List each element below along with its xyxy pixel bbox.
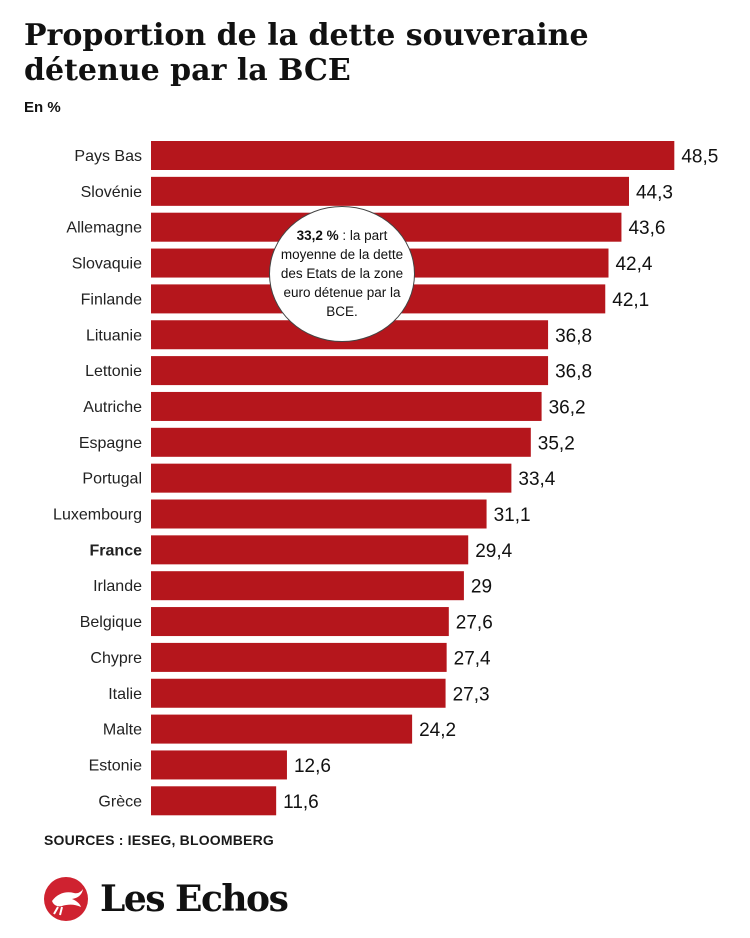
category-label: Portugal — [82, 471, 142, 488]
bar — [151, 427, 531, 457]
bird-icon — [44, 877, 88, 921]
bar — [151, 786, 277, 816]
brand-name: Les Echos — [100, 878, 289, 920]
category-label: Grèce — [98, 793, 142, 810]
bar-chart: Pays Bas 48,5 Slovénie 44,3 Allemagne 43,6 Slo… — [53, 141, 718, 816]
chart-unit: En % — [24, 99, 61, 116]
average-value: 33,2 % — [296, 227, 339, 243]
les-echos-logo: Les Echos — [44, 877, 289, 921]
value-label: 12,6 — [294, 756, 331, 777]
value-label: 36,8 — [555, 326, 592, 347]
category-label: Slovénie — [81, 184, 142, 201]
category-label: Italie — [108, 686, 142, 703]
bar — [151, 714, 413, 744]
value-label: 27,6 — [456, 613, 493, 634]
category-label: Finlande — [81, 291, 142, 308]
category-label: France — [90, 542, 143, 559]
value-label: 11,6 — [283, 792, 319, 813]
category-label: Luxembourg — [53, 507, 142, 524]
category-label: Estonie — [89, 757, 142, 774]
value-label: 29 — [471, 577, 492, 598]
bar — [151, 750, 287, 780]
category-label: Belgique — [80, 614, 142, 631]
category-label: Malte — [103, 722, 142, 739]
value-label: 36,2 — [549, 397, 586, 418]
bar — [151, 571, 464, 601]
category-label: Chypre — [90, 650, 142, 667]
bar — [151, 391, 542, 421]
category-label: Slovaquie — [72, 256, 142, 273]
category-label: Allemagne — [66, 220, 142, 237]
value-label: 33,4 — [518, 469, 555, 490]
bar — [151, 607, 449, 637]
category-label: Irlande — [93, 578, 142, 595]
bar — [151, 535, 469, 565]
bar — [151, 499, 487, 529]
value-label: 29,4 — [475, 541, 512, 562]
bar — [151, 356, 549, 386]
value-label: 44,3 — [636, 182, 673, 203]
bar — [151, 642, 447, 672]
average-callout: 33,2 % : la part moyenne de la dette des… — [269, 206, 415, 342]
value-label: 27,4 — [454, 648, 491, 669]
value-label: 31,1 — [494, 505, 531, 526]
value-label: 36,8 — [555, 362, 592, 383]
category-label: Espagne — [79, 435, 142, 452]
chart-title: Proportion de la dette souveraine détenu… — [24, 18, 589, 88]
category-label: Autriche — [83, 399, 142, 416]
category-label: Lituanie — [86, 327, 142, 344]
value-label: 35,2 — [538, 433, 575, 454]
bar — [151, 463, 512, 493]
value-label: 42,4 — [615, 254, 652, 275]
value-label: 42,1 — [612, 290, 649, 311]
category-label: Pays Bas — [74, 148, 142, 165]
bar — [151, 678, 446, 708]
bar — [151, 176, 629, 206]
bar — [151, 141, 675, 170]
value-label: 48,5 — [681, 147, 718, 168]
sources-note: SOURCES : IESEG, BLOOMBERG — [44, 832, 274, 848]
average-text: : la part moyenne de la dette des Etats … — [280, 227, 404, 319]
value-label: 43,6 — [628, 218, 665, 239]
value-label: 24,2 — [419, 720, 456, 741]
category-label: Lettonie — [85, 363, 142, 380]
value-label: 27,3 — [453, 684, 490, 705]
